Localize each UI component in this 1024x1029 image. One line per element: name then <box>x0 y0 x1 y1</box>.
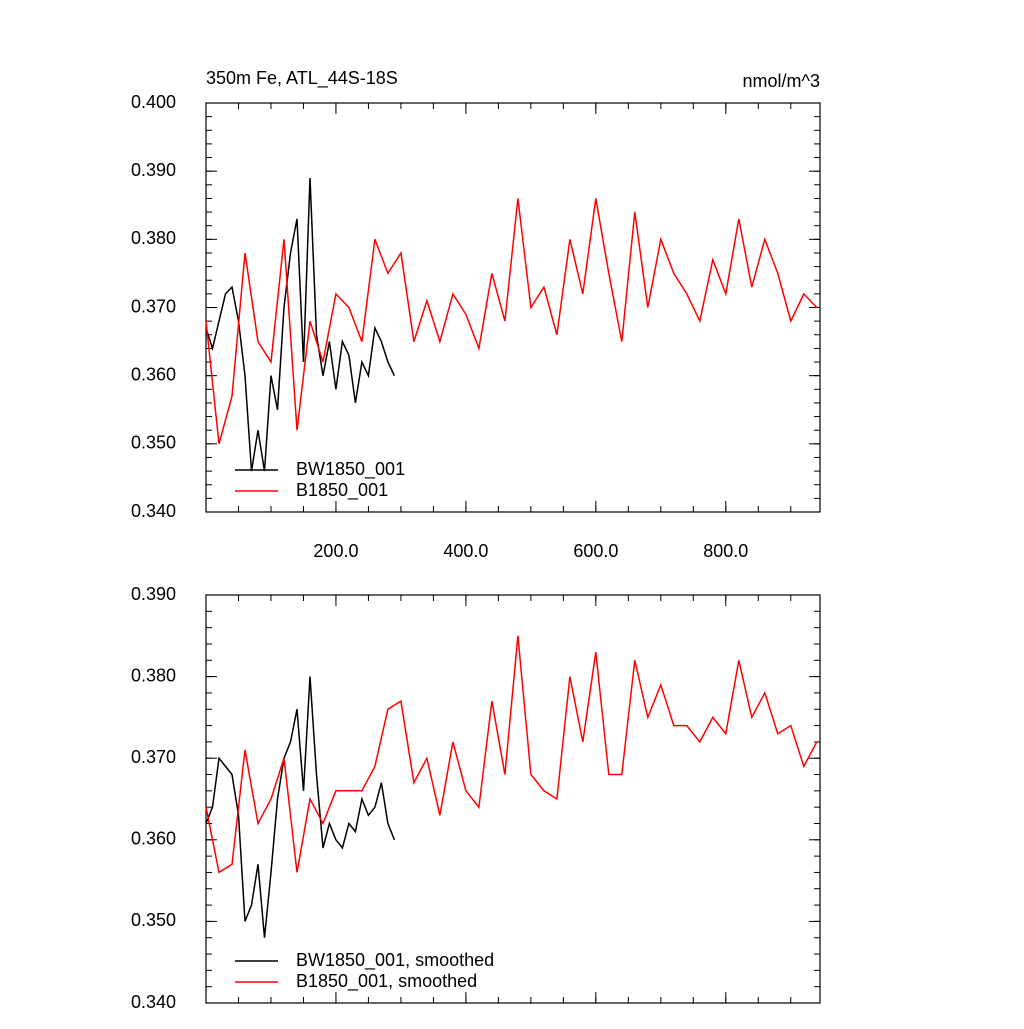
plot-frame <box>205 102 821 513</box>
data-line <box>205 635 818 874</box>
x-tick-label: 200.0 <box>313 541 358 561</box>
y-tick-label: 0.350 <box>131 433 176 453</box>
chart-title: 350m Fe, ATL_44S-18S <box>206 68 398 89</box>
units-label: nmol/m^3 <box>743 71 820 91</box>
legend-label: BW1850_001 <box>296 459 405 480</box>
y-tick-label: 0.400 <box>131 92 176 112</box>
x-tick-label: 400.0 <box>443 541 488 561</box>
y-tick-label: 0.350 <box>131 910 176 930</box>
legend-label: B1850_001 <box>296 480 388 501</box>
y-tick-label: 0.390 <box>131 160 176 180</box>
plot-frame <box>205 594 821 1004</box>
y-tick-label: 0.390 <box>131 584 176 604</box>
y-tick-label: 0.380 <box>131 665 176 685</box>
legend-label: B1850_001, smoothed <box>296 971 477 992</box>
y-tick-label: 0.360 <box>131 829 176 849</box>
y-tick-label: 0.360 <box>131 364 176 384</box>
data-line <box>205 177 396 472</box>
data-line <box>205 198 818 444</box>
y-tick-label: 0.370 <box>131 296 176 316</box>
y-tick-label: 0.380 <box>131 228 176 248</box>
y-tick-label: 0.340 <box>131 501 176 521</box>
legend-label: BW1850_001, smoothed <box>296 950 494 971</box>
x-tick-label: 600.0 <box>573 541 618 561</box>
y-tick-label: 0.340 <box>131 992 176 1012</box>
x-tick-label: 800.0 <box>703 541 748 561</box>
y-tick-label: 0.370 <box>131 747 176 767</box>
data-line <box>205 676 396 938</box>
